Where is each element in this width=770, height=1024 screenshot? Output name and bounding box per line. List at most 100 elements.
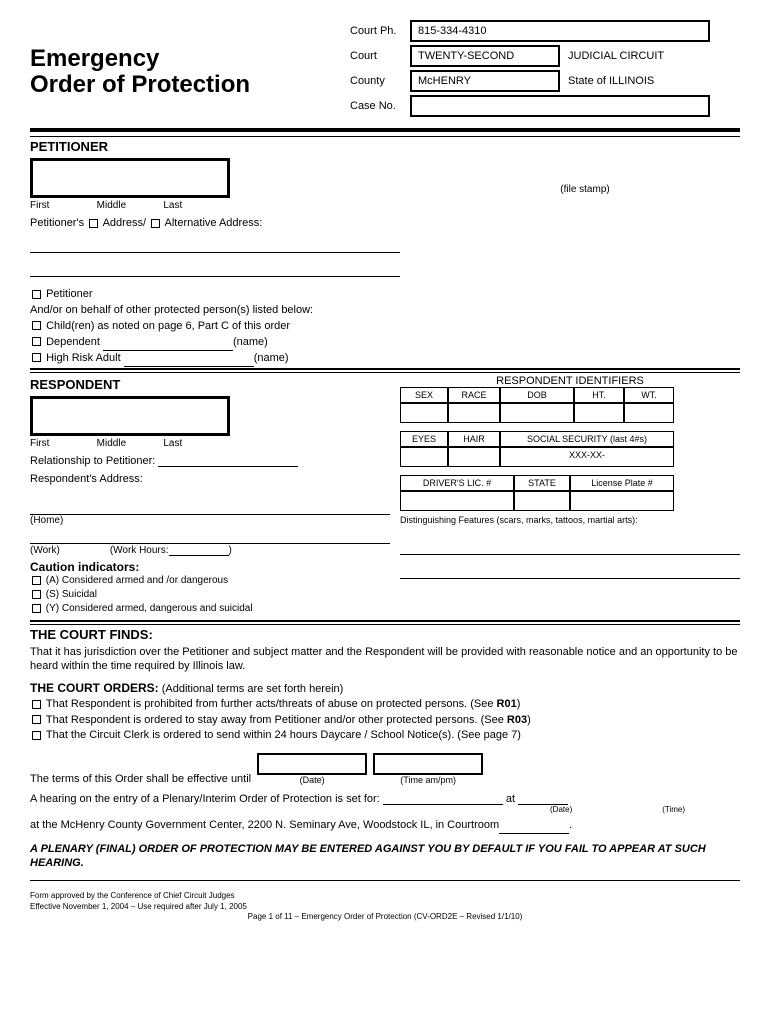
hearing-date-sublabel: (Date) (550, 805, 572, 814)
rule (30, 620, 740, 622)
dependent-checkbox[interactable] (32, 337, 41, 346)
id-table-row1-values (400, 403, 740, 423)
caution-y-checkbox[interactable] (32, 604, 41, 613)
ssn-field[interactable]: XXX-XX- (500, 447, 674, 467)
middle-label: Middle (97, 200, 164, 211)
distinguishing-features-line2[interactable] (400, 563, 740, 579)
case-no-field[interactable] (410, 95, 710, 117)
petitioner-checkbox[interactable] (32, 290, 41, 299)
high-risk-label: High Risk Adult (46, 352, 121, 364)
effective-date-field[interactable] (257, 753, 367, 775)
r03-ref: R03 (507, 714, 527, 726)
order2-checkbox[interactable] (32, 715, 41, 724)
caution-header: Caution indicators: (30, 560, 390, 574)
high-risk-checkbox[interactable] (32, 353, 41, 362)
eyes-field[interactable] (400, 447, 448, 467)
county-label: County (350, 75, 406, 87)
race-field[interactable] (448, 403, 500, 423)
courtroom-field[interactable] (499, 822, 569, 834)
wt-field[interactable] (624, 403, 674, 423)
respondent-name-box[interactable] (30, 396, 230, 436)
order1-text: That Respondent is prohibited from furth… (46, 698, 494, 710)
petitioner-cb-label: Petitioner (46, 288, 92, 300)
court-field[interactable]: TWENTY-SECOND (410, 45, 560, 67)
sex-header: SEX (400, 387, 448, 403)
resp-address-line[interactable] (30, 499, 390, 515)
rule (30, 136, 740, 137)
effective-time-field[interactable] (373, 753, 483, 775)
terms-text: The terms of this Order shall be effecti… (30, 773, 251, 785)
caution-a-label: (A) Considered armed and /or dangerous (46, 575, 228, 586)
hair-header: HAIR (448, 431, 500, 447)
id-table-row2-headers: EYES HAIR SOCIAL SECURITY (last 4#s) (400, 431, 740, 447)
hearing-date-field[interactable] (383, 793, 503, 805)
court-ph-value: 815-334-4310 (418, 25, 487, 37)
petitioner-header: PETITIONER (30, 139, 740, 154)
footer: Form approved by the Conference of Chief… (30, 891, 740, 922)
dl-header: DRIVER'S LIC. # (400, 475, 514, 491)
r01-ref: R01 (497, 698, 517, 710)
caution-s-checkbox[interactable] (32, 590, 41, 599)
time-sublabel: (Time am/pm) (373, 775, 483, 785)
dob-header: DOB (500, 387, 574, 403)
dependent-name-field[interactable] (103, 339, 233, 351)
caution-s-label: (S) Suicidal (46, 589, 97, 600)
file-stamp-label: (file stamp) (430, 184, 740, 195)
respondent-id-header: RESPONDENT IDENTIFIERS (400, 375, 740, 387)
petitioner-name-box[interactable] (30, 158, 230, 198)
id-table-row1-headers: SEX RACE DOB HT. WT. (400, 387, 740, 403)
address-checkbox[interactable] (89, 219, 98, 228)
footer-page: Page 1 of 11 – Emergency Order of Protec… (30, 912, 740, 922)
eyes-header: EYES (400, 431, 448, 447)
title-block: Emergency Order of Protection (30, 20, 330, 120)
plenary-warning: A PLENARY (FINAL) ORDER OF PROTECTION MA… (30, 842, 740, 871)
rule (30, 624, 740, 625)
ssn-header: SOCIAL SECURITY (last 4#s) (500, 431, 674, 447)
hearing-time-field[interactable] (518, 793, 568, 805)
state-field[interactable] (514, 491, 570, 511)
order3-text: That the Circuit Clerk is ordered to sen… (46, 729, 521, 741)
work-label: (Work) (30, 545, 60, 556)
respondent-header: RESPONDENT (30, 377, 390, 392)
plate-field[interactable] (570, 491, 674, 511)
ht-header: HT. (574, 387, 624, 403)
dob-field[interactable] (500, 403, 574, 423)
alt-address-checkbox[interactable] (151, 219, 160, 228)
name-labels: First Middle Last (30, 438, 230, 449)
relationship-label: Relationship to Petitioner: (30, 455, 155, 467)
children-checkbox[interactable] (32, 321, 41, 330)
plate-header: License Plate # (570, 475, 674, 491)
county-field[interactable]: McHENRY (410, 70, 560, 92)
footer-line2: Effective November 1, 2004 – Use require… (30, 902, 740, 912)
address-line-2[interactable] (30, 261, 400, 277)
case-no-label: Case No. (350, 100, 406, 112)
court-ph-label: Court Ph. (350, 25, 406, 37)
alt-address-text: Alternative Address: (165, 217, 263, 229)
court-finds-header: THE COURT FINDS: (30, 627, 740, 642)
ht-field[interactable] (574, 403, 624, 423)
form-title-2: Order of Protection (30, 72, 330, 98)
rule (30, 880, 740, 881)
high-risk-name-field[interactable] (124, 355, 254, 367)
at-text: at (506, 793, 515, 805)
address-line-1[interactable] (30, 237, 400, 253)
order2-text: That Respondent is ordered to stay away … (46, 714, 504, 726)
court-ph-field[interactable]: 815-334-4310 (410, 20, 710, 42)
caution-a-checkbox[interactable] (32, 576, 41, 585)
name-suffix: (name) (233, 336, 268, 348)
wt-header: WT. (624, 387, 674, 403)
dl-field[interactable] (400, 491, 514, 511)
distinguishing-features-line1[interactable] (400, 539, 740, 555)
distinguishing-features-label: Distinguishing Features (scars, marks, t… (400, 515, 740, 525)
protected-persons-block: Petitioner And/or on behalf of other pro… (30, 287, 740, 367)
children-label: Child(ren) as noted on page 6, Part C of… (46, 320, 290, 332)
order3-checkbox[interactable] (32, 731, 41, 740)
work-hours-field[interactable] (169, 544, 229, 556)
order1-checkbox[interactable] (32, 700, 41, 709)
relationship-field[interactable] (158, 455, 298, 467)
location-text: at the McHenry County Government Center,… (30, 819, 499, 831)
id-table-row2-values: XXX-XX- (400, 447, 740, 467)
hair-field[interactable] (448, 447, 500, 467)
sex-field[interactable] (400, 403, 448, 423)
resp-work-line[interactable] (30, 528, 390, 544)
